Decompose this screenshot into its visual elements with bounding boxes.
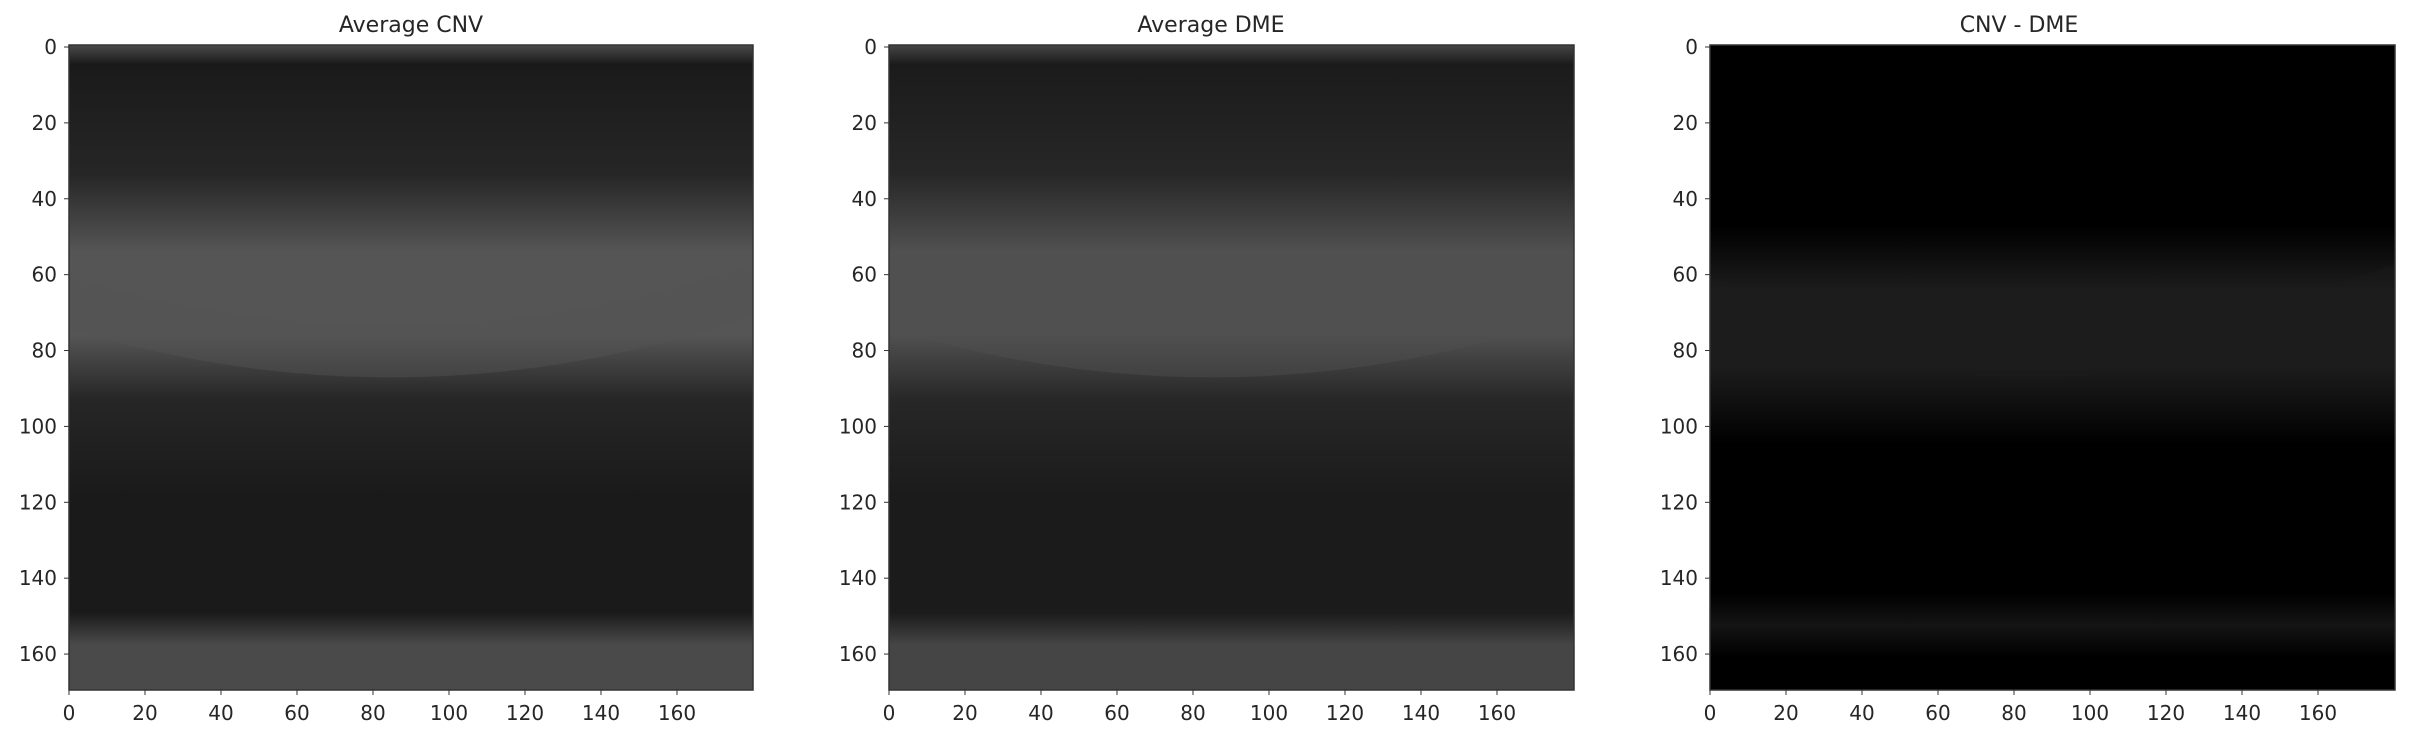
x-axis-ticks: 0 20 40 60 80 100 120 140 160 bbox=[1704, 690, 2337, 725]
y-tick-label: 60 bbox=[1673, 263, 1698, 287]
x-axis-ticks: 0 20 40 60 80 100 120 140 160 bbox=[883, 690, 1516, 725]
x-tick-label: 100 bbox=[1250, 701, 1288, 725]
y-tick-label: 20 bbox=[32, 111, 57, 135]
image-background bbox=[889, 45, 1574, 690]
y-tick-label: 120 bbox=[839, 490, 877, 514]
y-tick-label: 0 bbox=[1685, 35, 1698, 59]
y-tick-label: 0 bbox=[44, 35, 57, 59]
x-tick-label: 0 bbox=[63, 701, 76, 725]
y-tick-label: 40 bbox=[1673, 187, 1698, 211]
panel-image-area bbox=[1710, 45, 2395, 690]
y-tick-label: 0 bbox=[864, 35, 877, 59]
image-frame bbox=[1709, 44, 2396, 691]
y-tick-label: 140 bbox=[839, 566, 877, 590]
y-axis-ticks: 0 20 40 60 80 100 120 140 160 bbox=[1660, 35, 1710, 666]
y-tick-label: 100 bbox=[19, 414, 57, 438]
y-tick-label: 160 bbox=[839, 642, 877, 666]
x-tick-label: 120 bbox=[506, 701, 544, 725]
panel-title: CNV - DME bbox=[1960, 13, 2079, 38]
panel-image-area bbox=[69, 45, 753, 690]
y-tick-label: 40 bbox=[32, 187, 57, 211]
x-tick-label: 100 bbox=[430, 701, 468, 725]
x-tick-label: 20 bbox=[132, 701, 157, 725]
x-tick-label: 140 bbox=[1402, 701, 1440, 725]
x-tick-label: 40 bbox=[208, 701, 233, 725]
panel-title: Average CNV bbox=[339, 13, 483, 38]
x-tick-label: 20 bbox=[1773, 701, 1798, 725]
x-tick-label: 160 bbox=[2299, 701, 2337, 725]
x-axis-ticks: 0 20 40 60 80 100 120 140 160 bbox=[63, 690, 696, 725]
y-tick-label: 160 bbox=[1660, 642, 1698, 666]
retina-band bbox=[889, 264, 1574, 378]
y-tick-label: 80 bbox=[852, 339, 877, 363]
y-tick-label: 20 bbox=[852, 111, 877, 135]
y-tick-label: 20 bbox=[1673, 111, 1698, 135]
x-tick-label: 40 bbox=[1849, 701, 1874, 725]
x-tick-label: 80 bbox=[360, 701, 385, 725]
x-tick-label: 60 bbox=[1925, 701, 1950, 725]
y-axis-ticks: 0 20 40 60 80 100 120 140 160 bbox=[839, 35, 889, 666]
y-tick-label: 100 bbox=[839, 414, 877, 438]
x-tick-label: 80 bbox=[1180, 701, 1205, 725]
y-tick-label: 120 bbox=[19, 490, 57, 514]
y-tick-label: 100 bbox=[1660, 414, 1698, 438]
y-tick-label: 160 bbox=[19, 642, 57, 666]
x-tick-label: 60 bbox=[284, 701, 309, 725]
x-tick-label: 160 bbox=[658, 701, 696, 725]
panel-title: Average DME bbox=[1137, 13, 1284, 38]
y-tick-label: 60 bbox=[852, 263, 877, 287]
x-tick-label: 20 bbox=[952, 701, 977, 725]
x-tick-label: 0 bbox=[883, 701, 896, 725]
retina-band bbox=[69, 264, 753, 378]
image-frame bbox=[68, 44, 754, 691]
x-tick-label: 40 bbox=[1028, 701, 1053, 725]
x-tick-label: 140 bbox=[2223, 701, 2261, 725]
x-tick-label: 80 bbox=[2001, 701, 2026, 725]
y-tick-label: 80 bbox=[32, 339, 57, 363]
panel-image-area bbox=[889, 45, 1574, 690]
y-tick-label: 140 bbox=[1660, 566, 1698, 590]
x-tick-label: 140 bbox=[582, 701, 620, 725]
y-axis-ticks: 0 20 40 60 80 100 120 140 160 bbox=[19, 35, 69, 666]
panel-dme: Average DME 0 20 40 60 80 100 120 140 160 0 20 40 6… bbox=[839, 13, 1575, 725]
panel-diff: CNV - DME 0 20 40 60 80 100 120 140 160 0 20 40 60 8… bbox=[1660, 13, 2396, 725]
x-tick-label: 100 bbox=[2071, 701, 2109, 725]
y-tick-label: 80 bbox=[1673, 339, 1698, 363]
x-tick-label: 120 bbox=[1326, 701, 1364, 725]
y-tick-label: 140 bbox=[19, 566, 57, 590]
x-tick-label: 60 bbox=[1104, 701, 1129, 725]
image-frame bbox=[888, 44, 1575, 691]
retina-band bbox=[1710, 264, 2395, 378]
image-background bbox=[69, 45, 753, 690]
image-background bbox=[1710, 45, 2395, 690]
y-tick-label: 40 bbox=[852, 187, 877, 211]
panel-cnv: Average CNV 0 20 40 60 80 100 120 140 160 0 20 40 6… bbox=[19, 13, 754, 725]
y-tick-label: 60 bbox=[32, 263, 57, 287]
x-tick-label: 120 bbox=[2147, 701, 2185, 725]
x-tick-label: 160 bbox=[1478, 701, 1516, 725]
x-tick-label: 0 bbox=[1704, 701, 1717, 725]
y-tick-label: 120 bbox=[1660, 490, 1698, 514]
